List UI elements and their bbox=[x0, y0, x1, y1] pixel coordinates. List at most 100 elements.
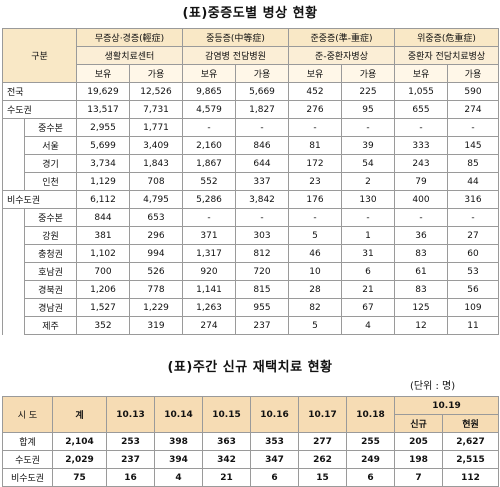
value-cell: 28 bbox=[288, 280, 343, 299]
indent-cell bbox=[2, 316, 25, 335]
value-cell: - bbox=[235, 208, 290, 227]
group-header: 준중증(準-重症) bbox=[288, 28, 396, 47]
region-header: 시 도 bbox=[2, 396, 53, 433]
available-header: 가용 bbox=[128, 64, 184, 83]
value-cell: 10 bbox=[288, 262, 343, 281]
value-cell: 644 bbox=[235, 154, 290, 173]
value-cell: 67 bbox=[341, 298, 396, 317]
bed-status-table: 구분 무증상·경증(輕症) 중등증(中等症) 준중증(準-重症) 위중증(危重症… bbox=[2, 28, 500, 335]
table-row: 경남권 1,527 1,229 1,263 955 82 67 125 109 bbox=[2, 298, 500, 317]
value-cell: 4 bbox=[154, 468, 203, 487]
date-header: 10.18 bbox=[346, 396, 395, 433]
value-cell: 145 bbox=[447, 136, 500, 155]
value-cell: 39 bbox=[341, 136, 396, 155]
value-cell: 400 bbox=[394, 190, 449, 209]
group-subheader: 준-중환자병상 bbox=[288, 46, 396, 65]
value-cell: 274 bbox=[182, 316, 237, 335]
unit-label: (단위 : 명) bbox=[410, 381, 456, 392]
table-row: 충청권 1,102 994 1,317 812 46 31 83 60 bbox=[2, 244, 500, 263]
value-cell: 60 bbox=[447, 244, 500, 263]
value-cell: 2,029 bbox=[52, 450, 107, 469]
value-cell: 1,317 bbox=[182, 244, 237, 263]
total-header: 계 bbox=[52, 396, 107, 433]
value-cell: 1,263 bbox=[182, 298, 237, 317]
value-cell: 381 bbox=[76, 226, 130, 245]
value-cell: 347 bbox=[250, 450, 299, 469]
value-cell: 337 bbox=[235, 172, 290, 191]
held-header: 보유 bbox=[394, 64, 449, 83]
value-cell: 95 bbox=[341, 100, 396, 119]
value-cell: 3,734 bbox=[76, 154, 130, 173]
value-cell: 3,842 bbox=[235, 190, 290, 209]
value-cell: 243 bbox=[394, 154, 449, 173]
held-header: 보유 bbox=[76, 64, 130, 83]
value-cell: 1,843 bbox=[128, 154, 184, 173]
value-cell: 1,229 bbox=[128, 298, 184, 317]
value-cell: 255 bbox=[346, 432, 395, 451]
value-cell: 1,867 bbox=[182, 154, 237, 173]
value-cell: - bbox=[182, 208, 237, 227]
value-cell: 16 bbox=[106, 468, 155, 487]
value-cell: 6 bbox=[341, 262, 396, 281]
date-header: 10.16 bbox=[250, 396, 299, 433]
value-cell: 720 bbox=[235, 262, 290, 281]
value-cell: 590 bbox=[447, 82, 500, 101]
value-cell: 53 bbox=[447, 262, 500, 281]
table-row: 비수도권 75 16 4 21 6 15 6 7 112 bbox=[2, 468, 499, 487]
value-cell: - bbox=[394, 208, 449, 227]
value-cell: 83 bbox=[394, 244, 449, 263]
value-cell: 5,699 bbox=[76, 136, 130, 155]
table-row: 합계 2,104 253 398 363 353 277 255 205 2,627 bbox=[2, 432, 499, 451]
subregion-label: 경기 bbox=[24, 154, 77, 173]
value-cell: 12,526 bbox=[128, 82, 184, 101]
value-cell: 1,771 bbox=[128, 118, 184, 137]
current-header: 현원 bbox=[442, 414, 499, 433]
value-cell: 994 bbox=[128, 244, 184, 263]
value-cell: 82 bbox=[288, 298, 343, 317]
value-cell: 109 bbox=[447, 298, 500, 317]
indent-cell bbox=[2, 298, 25, 317]
home-treatment-title: (표)주간 신규 재택치료 현황 bbox=[167, 360, 333, 375]
value-cell: 700 bbox=[76, 262, 130, 281]
subregion-label: 경남권 bbox=[24, 298, 77, 317]
indent-cell bbox=[2, 262, 25, 281]
value-cell: 31 bbox=[341, 244, 396, 263]
value-cell: 27 bbox=[447, 226, 500, 245]
table-row: 경북권 1,206 778 1,141 815 28 21 83 56 bbox=[2, 280, 500, 299]
value-cell: 19,629 bbox=[76, 82, 130, 101]
table-row: 강원 381 296 371 303 5 1 36 27 bbox=[2, 226, 500, 245]
value-cell: 56 bbox=[447, 280, 500, 299]
table-row: 서울 5,699 3,409 2,160 846 81 39 333 145 bbox=[2, 136, 500, 155]
table-row: 제주 352 319 274 237 5 4 12 11 bbox=[2, 316, 500, 335]
value-cell: 452 bbox=[288, 82, 343, 101]
value-cell: 1,827 bbox=[235, 100, 290, 119]
value-cell: 1,055 bbox=[394, 82, 449, 101]
value-cell: 237 bbox=[235, 316, 290, 335]
value-cell: 237 bbox=[106, 450, 155, 469]
indent-cell bbox=[2, 280, 25, 299]
value-cell: 1,141 bbox=[182, 280, 237, 299]
value-cell: 2,955 bbox=[76, 118, 130, 137]
value-cell: 526 bbox=[128, 262, 184, 281]
indent-cell bbox=[2, 208, 25, 227]
region-label: 비수도권 bbox=[2, 468, 53, 487]
region-label: 수도권 bbox=[2, 450, 53, 469]
region-label: 비수도권 bbox=[2, 190, 77, 209]
indent-cell bbox=[2, 226, 25, 245]
value-cell: 112 bbox=[442, 468, 499, 487]
group-header: 중등증(中等症) bbox=[182, 28, 290, 47]
value-cell: 2,104 bbox=[52, 432, 107, 451]
value-cell: 61 bbox=[394, 262, 449, 281]
subregion-label: 서울 bbox=[24, 136, 77, 155]
value-cell: 296 bbox=[128, 226, 184, 245]
table-row: 전국 19,629 12,526 9,865 5,669 452 225 1,055 590 bbox=[2, 82, 500, 101]
group-subheader: 감염병 전담병원 bbox=[182, 46, 290, 65]
subregion-label: 중수본 bbox=[24, 208, 77, 227]
value-cell: 1 bbox=[341, 226, 396, 245]
value-cell: 125 bbox=[394, 298, 449, 317]
value-cell: 23 bbox=[288, 172, 343, 191]
value-cell: 1,102 bbox=[76, 244, 130, 263]
value-cell: 333 bbox=[394, 136, 449, 155]
value-cell: 920 bbox=[182, 262, 237, 281]
value-cell: 371 bbox=[182, 226, 237, 245]
